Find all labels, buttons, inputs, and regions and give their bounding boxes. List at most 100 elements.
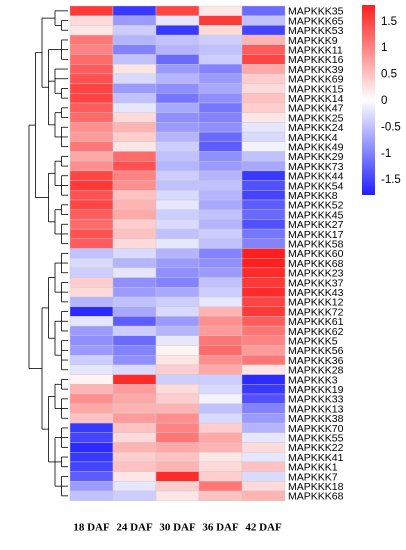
heatmap-cell [241,287,286,298]
heatmap-cell [69,83,114,94]
heatmap-cell [112,5,157,16]
heatmap-cell [112,364,157,375]
row-label: MAPKKK41 [288,452,344,464]
row-label: MAPKKK45 [288,209,344,221]
heatmap-cell [155,306,200,317]
heatmap-cell [198,141,243,152]
row-label: MAPKKK65 [288,15,344,27]
heatmap-cell [112,267,157,278]
row-label: MAPKKK36 [288,355,344,367]
heatmap-cell [241,122,286,133]
heatmap-cell [112,335,157,346]
row-labels: MAPKKK35MAPKKK65MAPKKK53MAPKKK9MAPKKK11M… [288,6,344,503]
heatmap-cell [155,335,200,346]
heatmap-cell [69,442,114,453]
heatmap-cell [198,296,243,307]
heatmap-cell [198,384,243,395]
row-label: MAPKKK35 [288,6,344,18]
row-label: MAPKKK69 [288,74,344,86]
heatmap-cell [198,228,243,240]
heatmap-cell [69,141,114,152]
heatmap-cell [69,403,114,414]
color-legend: 1.5 1 0.5 0 -0.5 -1 -1.5 [362,5,401,195]
heatmap-cell [69,345,114,356]
heatmap-cell [112,355,157,366]
heatmap-cell [69,374,114,385]
heatmap-cell [198,258,243,269]
heatmap-cell [198,44,243,55]
heatmap-cell [112,461,157,472]
heatmap-cell [69,248,114,259]
heatmap-cell [112,422,157,434]
heatmap-cell [69,267,114,278]
row-label: MAPKKK68 [288,491,344,503]
heatmap-cell [69,238,114,249]
heatmap-cell [241,228,286,240]
column-label: 18 DAF [73,522,110,534]
heatmap-cell [112,306,157,317]
heatmap-cell [155,384,200,395]
heatmap-cell [112,209,157,220]
heatmap-cell [69,63,114,75]
heatmap-cell [155,131,200,143]
heatmap-cell [241,151,286,162]
column-labels: 18 DAF 24 DAF 30 DAF 36 DAF 42 DAF [73,522,282,534]
heatmap-cell [69,422,114,434]
heatmap-cell [69,277,114,288]
row-label: MAPKKK19 [288,384,344,396]
heatmap-cell [112,277,157,288]
heatmap-cell [241,93,286,104]
heatmap-cell [155,481,200,492]
legend-tick-label: -1.5 [381,174,401,186]
heatmap-cell [112,151,157,162]
heatmap-cell [241,442,286,453]
heatmap-cell [69,452,114,463]
heatmap-cell [112,481,157,492]
heatmap-cell [112,296,157,307]
heatmap-cell [198,287,243,298]
heatmap-cell [69,122,114,133]
heatmap-cell [241,190,286,201]
heatmap-cell [241,63,286,75]
row-label: MAPKKK5 [288,336,338,348]
heatmap-cell [241,422,286,434]
heatmap-cell [155,248,200,259]
heatmap-cell [69,5,114,16]
heatmap-cell [69,44,114,55]
heatmap-cell [69,102,114,113]
heatmap-cell [241,413,286,424]
heatmap-cell [198,170,243,181]
heatmap-cell [112,228,157,240]
heatmap-cell [112,432,157,443]
heatmap-cell [155,93,200,104]
heatmap-cell [112,93,157,104]
row-label: MAPKKK39 [288,64,344,76]
heatmap-cell [241,277,286,288]
heatmap-cell [69,34,114,45]
heatmap-cell [241,83,286,94]
heatmap-cell [198,335,243,346]
heatmap-cell [155,5,200,16]
row-label: MAPKKK27 [288,219,344,231]
heatmap-cell [198,267,243,278]
heatmap-cell [112,160,157,172]
heatmap-cell [155,170,200,181]
heatmap-cell [155,461,200,472]
row-label: MAPKKK29 [288,151,344,163]
heatmap-cell [112,34,157,45]
heatmap-cell [241,141,286,152]
heatmap-cell [69,180,114,191]
heatmap-cell [112,131,157,143]
heatmap-cell [155,325,200,337]
column-label: 42 DAF [245,522,282,534]
heatmap-cell [198,102,243,113]
heatmap-cell [155,432,200,443]
heatmap-cell [241,490,286,501]
heatmap-cell [155,83,200,94]
heatmap-cell [198,316,243,327]
heatmap-cell [112,403,157,414]
row-label: MAPKKK18 [288,481,344,493]
heatmap-cell [112,180,157,191]
heatmap-cell [69,15,114,26]
heatmap-cell [241,355,286,366]
